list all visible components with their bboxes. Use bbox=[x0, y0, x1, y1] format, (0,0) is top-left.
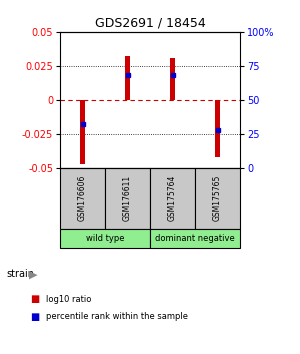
Text: GSM176606: GSM176606 bbox=[78, 175, 87, 221]
Text: ■: ■ bbox=[30, 294, 39, 304]
Bar bbox=[60, 168, 105, 229]
Text: GSM175764: GSM175764 bbox=[168, 175, 177, 221]
Text: GSM175765: GSM175765 bbox=[213, 175, 222, 221]
Text: dominant negative: dominant negative bbox=[155, 234, 235, 243]
Bar bbox=[215, 100, 220, 157]
Bar bbox=[170, 58, 175, 100]
Text: ■: ■ bbox=[30, 312, 39, 322]
Text: percentile rank within the sample: percentile rank within the sample bbox=[46, 312, 188, 321]
Bar bbox=[195, 168, 240, 229]
Bar bbox=[60, 229, 150, 248]
Title: GDS2691 / 18454: GDS2691 / 18454 bbox=[94, 16, 206, 29]
Text: strain: strain bbox=[6, 269, 34, 279]
Text: wild type: wild type bbox=[86, 234, 124, 243]
Bar bbox=[125, 56, 130, 100]
Bar bbox=[105, 168, 150, 229]
Bar bbox=[150, 229, 240, 248]
Text: log10 ratio: log10 ratio bbox=[46, 295, 92, 304]
Bar bbox=[80, 100, 85, 164]
Bar bbox=[150, 168, 195, 229]
Text: GSM176611: GSM176611 bbox=[123, 175, 132, 221]
Text: ▶: ▶ bbox=[28, 269, 37, 279]
